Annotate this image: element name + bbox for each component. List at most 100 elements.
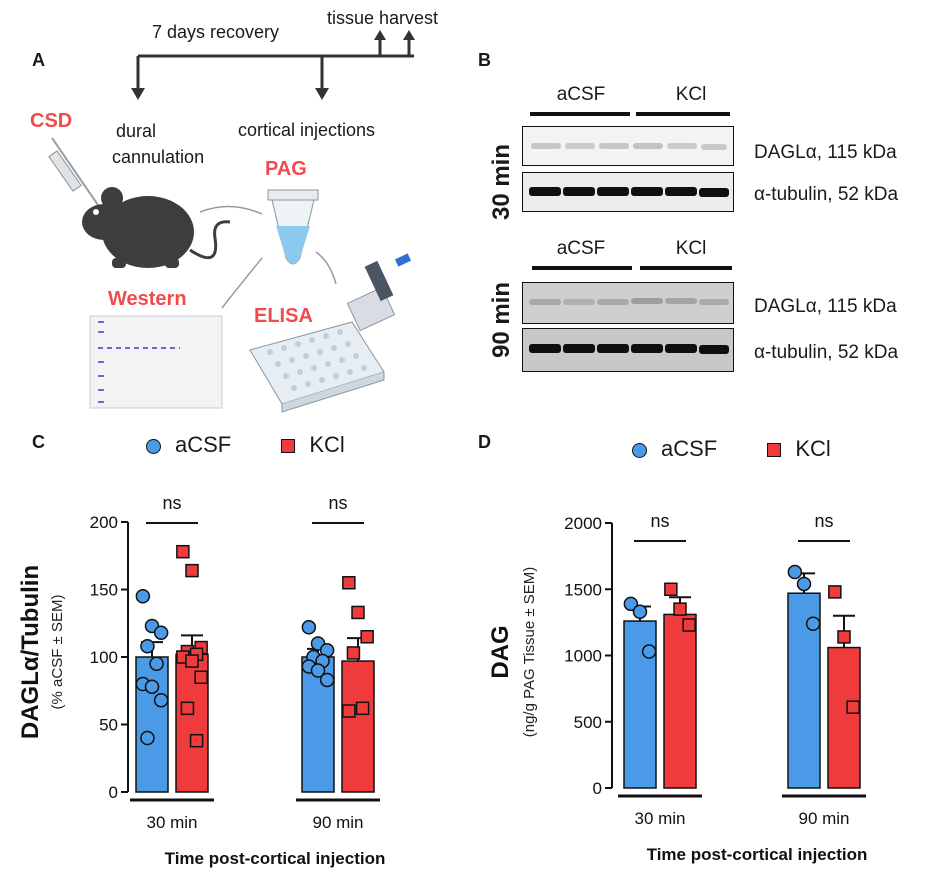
panel-d-letter: D — [478, 432, 491, 452]
blot-band — [529, 187, 561, 196]
blot-band — [699, 188, 729, 197]
x-axis-title: Time post-cortical injection — [647, 845, 868, 864]
elisa-plate-icon — [249, 321, 385, 413]
blot-group-acsf-90: aCSF — [556, 238, 606, 259]
data-point-kcl — [360, 630, 374, 644]
x-tick-label: 90 min — [798, 809, 849, 828]
legend-acsf-marker — [632, 442, 647, 458]
data-point-acsf — [310, 663, 326, 678]
panel-a-schematic — [48, 30, 415, 413]
data-point-acsf — [153, 692, 169, 708]
y-tick-label: 2000 — [564, 514, 602, 533]
panel-b-letter: B — [478, 50, 491, 70]
significance-label: ns — [650, 511, 669, 531]
data-point-acsf — [140, 638, 155, 654]
x-tick-label: 30 min — [146, 813, 197, 832]
blot-group-bar — [530, 112, 630, 116]
y-tick-label: 150 — [90, 581, 118, 600]
data-point-kcl — [342, 576, 356, 590]
band-label-dagl-30: DAGLα, 115 kDa — [754, 142, 897, 163]
data-point-acsf — [144, 679, 160, 694]
blot-group-acsf-30: aCSF — [556, 84, 606, 105]
data-point-acsf — [787, 564, 803, 580]
y-tick-label: 50 — [99, 716, 118, 735]
data-point-kcl — [837, 630, 851, 644]
data-point-kcl — [185, 654, 199, 668]
blot-band — [631, 344, 663, 353]
x-axis-title: Time post-cortical injection — [165, 849, 386, 868]
blot-band — [701, 144, 727, 150]
mouse-icon — [82, 187, 231, 268]
time-30-text: 30 min — [488, 143, 516, 221]
y-tick-label: 200 — [90, 513, 118, 532]
data-point-acsf — [301, 620, 317, 635]
timeline — [131, 30, 415, 100]
western-label: Western — [108, 288, 187, 310]
legend-acsf-label: aCSF — [175, 432, 232, 457]
y-tick-label: 0 — [593, 779, 602, 798]
blot-band — [665, 187, 697, 196]
y-axis-title: DAGLα/Tubulin — [17, 565, 44, 739]
blot-dagl-30 — [522, 126, 734, 166]
blot-group-kcl-30: KCl — [675, 84, 707, 105]
timeline-dural-label: dural cannulation — [112, 118, 204, 170]
band-label-tubulin-90: α-tubulin, 52 kDa — [754, 342, 899, 363]
y-tick-label: 500 — [574, 713, 602, 732]
blot-group-bar — [640, 266, 732, 270]
data-point-acsf — [796, 576, 812, 592]
legend-acsf-marker — [146, 438, 161, 454]
legend-kcl-label: KCl — [309, 432, 345, 457]
band-label-tubulin-30: α-tubulin, 52 kDa — [754, 184, 899, 205]
data-point-kcl — [185, 563, 199, 578]
y-axis-subtitle: (ng/g PAG Tissue ± SEM) — [521, 567, 538, 738]
blot-band — [665, 298, 697, 304]
data-point-acsf — [805, 616, 821, 631]
data-point-kcl — [682, 618, 696, 632]
legend-kcl-marker — [767, 443, 782, 458]
data-point-kcl — [846, 700, 860, 714]
legend-kcl-marker — [281, 439, 296, 454]
time-90-text: 90 min — [488, 281, 516, 359]
y-tick-label: 0 — [109, 783, 118, 802]
data-point-kcl — [176, 544, 190, 559]
data-point-kcl — [346, 646, 361, 660]
panel-c-letter: C — [32, 432, 45, 452]
blot-band — [597, 344, 629, 353]
blot-band — [631, 298, 663, 304]
dural-line1: dural — [116, 121, 157, 141]
data-point-acsf — [641, 644, 657, 659]
data-point-acsf — [623, 596, 639, 612]
blot-band — [563, 299, 595, 305]
data-point-acsf — [153, 625, 169, 640]
blot-tubulin-90 — [522, 328, 734, 372]
legend-d: aCSF KCl — [632, 436, 831, 462]
blot-band — [699, 299, 729, 305]
blot-band — [529, 299, 561, 305]
bar-kcl-0 — [663, 613, 697, 789]
blot-group-bar — [636, 112, 730, 116]
legend-c: aCSF KCl — [146, 432, 345, 458]
csd-label: CSD — [30, 110, 73, 132]
data-point-acsf — [140, 730, 155, 746]
tube-icon — [267, 189, 319, 265]
timeline-recovery-label: 7 days recovery — [152, 22, 280, 42]
bar-kcl-1 — [827, 646, 861, 789]
blot-group-kcl-90: KCl — [675, 238, 707, 259]
data-point-kcl — [180, 701, 195, 716]
data-point-kcl — [355, 701, 370, 716]
blot-tubulin-30 — [522, 172, 734, 212]
blot-band — [599, 143, 629, 149]
x-tick-label: 90 min — [312, 813, 363, 832]
bar-kcl-1 — [341, 660, 375, 793]
blot-band — [633, 143, 663, 149]
chart-c: 0 50 100 150 200 DAGLα/Tubulin (% aCSF ± SEM) n… — [17, 493, 386, 868]
blot-band — [529, 344, 561, 353]
western-blot-icon — [89, 315, 223, 409]
data-point-kcl — [194, 670, 208, 684]
data-point-acsf — [632, 604, 648, 620]
blot-band — [565, 143, 595, 149]
timeline-cortical-label: cortical injections — [238, 120, 376, 140]
timeline-harvest-label: tissue harvest — [327, 8, 439, 28]
data-point-kcl — [342, 704, 356, 718]
data-point-kcl — [828, 585, 842, 599]
